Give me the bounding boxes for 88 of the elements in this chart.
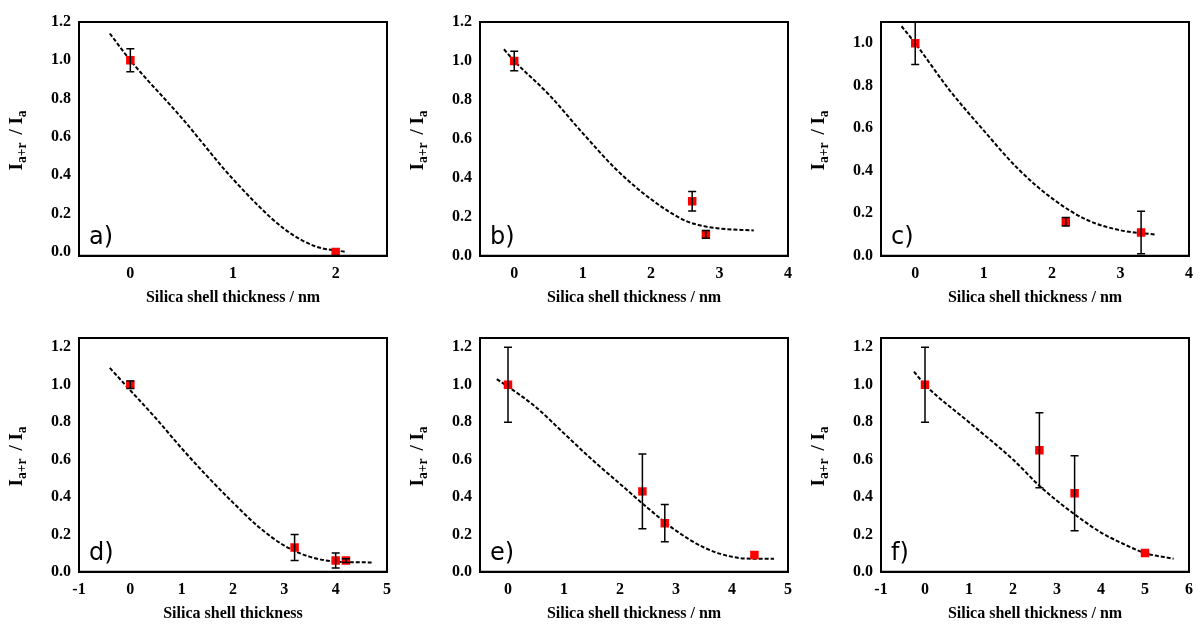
x-tick-label: 3 (1116, 263, 1125, 281)
x-tick-label: 1 (560, 579, 568, 597)
x-tick-label: 4 (728, 579, 736, 597)
y-tick-label: 0.0 (853, 245, 873, 263)
y-tick-label: 1.0 (853, 33, 873, 51)
y-tick-label: 1.0 (51, 374, 71, 392)
x-tick-label: 1 (578, 263, 587, 281)
annotation: e) (490, 538, 515, 567)
y-tick-label: 0.8 (452, 412, 472, 430)
y-tick-label: 1.2 (51, 337, 71, 355)
x-tick-label: 5 (784, 579, 792, 597)
y-tick-label: 0.8 (853, 75, 873, 93)
x-tick-label: 4 (784, 263, 792, 281)
y-tick-label: 0.0 (51, 242, 71, 260)
y-tick-label: 0.2 (51, 203, 71, 221)
x-tick-label: 0 (510, 263, 519, 281)
annotation: a) (89, 222, 114, 251)
y-tick-label: 0.2 (452, 524, 472, 542)
annotation: d) (89, 538, 114, 567)
x-tick-label: 2 (229, 579, 237, 597)
annotation: c) (891, 222, 914, 251)
x-axis-title: Silica shell thickness / nm (546, 287, 722, 305)
x-tick-label: 1 (965, 579, 973, 597)
x-axis-title: Silica shell thickness / nm (947, 287, 1123, 305)
x-tick-label: 0 (126, 579, 135, 597)
y-tick-label: 0.4 (853, 487, 873, 505)
x-axis-title: Silica shell thickness (163, 603, 303, 621)
x-tick-label: 1 (979, 263, 988, 281)
x-axis-title: Silica shell thickness / nm (546, 603, 722, 621)
y-tick-label: 0.0 (853, 561, 873, 579)
y-tick-label: 0.4 (51, 165, 71, 183)
annotation: b) (490, 222, 515, 251)
x-tick-label: 1 (229, 263, 237, 281)
x-tick-label: 5 (1141, 579, 1149, 597)
y-tick-label: 0.6 (452, 449, 472, 467)
y-tick-label: 0.2 (452, 206, 472, 224)
x-tick-label: 2 (1009, 579, 1017, 597)
y-tick-label: 0.8 (51, 88, 71, 106)
y-tick-label: 0.8 (51, 412, 71, 430)
annotation: f) (891, 538, 909, 567)
y-tick-label: 0.4 (853, 160, 873, 178)
y-tick-label: 1.0 (452, 51, 472, 69)
y-tick-label: 0.0 (452, 561, 472, 579)
x-tick-label: 3 (1053, 579, 1061, 597)
x-tick-label: 2 (1048, 263, 1057, 281)
y-tick-label: 0.2 (853, 203, 873, 221)
x-tick-label: 4 (1097, 579, 1105, 597)
x-tick-label: 4 (1185, 263, 1193, 281)
y-tick-label: 1.0 (51, 50, 71, 68)
x-tick-label: 0 (504, 579, 512, 597)
y-tick-label: 0.6 (51, 127, 71, 145)
y-tick-label: 1.0 (452, 374, 472, 392)
y-tick-label: 0.8 (853, 412, 873, 430)
point (750, 550, 759, 560)
x-axis-title: Silica shell thickness / nm (947, 603, 1123, 621)
y-tick-label: 0.4 (452, 487, 472, 505)
x-tick-label: 6 (1185, 579, 1193, 597)
y-tick-label: 0.8 (452, 90, 472, 108)
y-tick-label: 1.2 (51, 12, 71, 30)
x-tick-label: 0 (921, 579, 929, 597)
y-tick-label: 0.0 (51, 561, 71, 579)
y-tick-label: 0.2 (853, 524, 873, 542)
x-tick-label: 3 (280, 579, 289, 597)
y-tick-label: 0.2 (51, 524, 71, 542)
y-tick-label: 0.6 (853, 449, 873, 467)
x-tick-label: 3 (672, 579, 680, 597)
x-tick-label: 0 (126, 263, 135, 281)
y-tick-label: 1.2 (452, 12, 472, 30)
x-tick-label: 4 (331, 579, 340, 597)
y-tick-label: 0.6 (853, 118, 873, 136)
x-tick-label: 0 (911, 263, 920, 281)
y-tick-label: 0.0 (452, 245, 472, 263)
x-tick-label: 2 (331, 263, 340, 281)
x-tick-label: 2 (647, 263, 656, 281)
y-tick-label: 1.2 (452, 337, 472, 355)
y-tick-label: 0.4 (51, 487, 71, 505)
y-tick-label: 0.4 (452, 168, 472, 186)
x-tick-label: 5 (383, 579, 391, 597)
x-tick-label: 2 (616, 579, 624, 597)
x-tick-label: 1 (177, 579, 186, 597)
x-tick-label: 3 (715, 263, 724, 281)
x-tick-label: -1 (874, 579, 888, 597)
y-tick-label: 0.6 (51, 449, 71, 467)
y-tick-label: 1.2 (853, 337, 873, 355)
x-tick-label: -1 (72, 579, 86, 597)
y-tick-label: 0.6 (452, 129, 472, 147)
x-axis-title: Silica shell thickness / nm (145, 287, 321, 305)
y-tick-label: 1.0 (853, 374, 873, 392)
